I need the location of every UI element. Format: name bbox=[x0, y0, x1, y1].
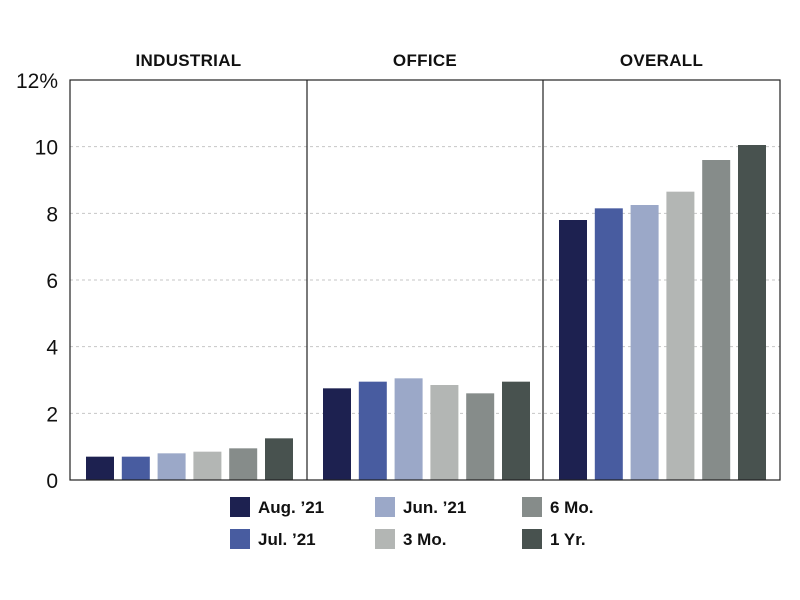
bar-office-6-mo bbox=[466, 393, 495, 480]
legend-swatch bbox=[230, 497, 250, 517]
legend-swatch bbox=[375, 529, 395, 549]
legend-swatch bbox=[522, 529, 542, 549]
panel-title-overall: OVERALL bbox=[620, 51, 703, 70]
bar-overall-aug-21 bbox=[559, 220, 587, 480]
bar-industrial-aug-21 bbox=[86, 456, 114, 480]
plot-frame bbox=[69, 79, 781, 481]
bar-overall-6-mo bbox=[702, 160, 731, 480]
legend-label: 1 Yr. bbox=[550, 530, 586, 549]
bar-industrial-6-mo bbox=[229, 448, 258, 480]
legend-label: Jul. ’21 bbox=[258, 530, 316, 549]
bar-overall-3-mo bbox=[666, 191, 695, 480]
bars bbox=[86, 145, 766, 481]
legend-item-6-mo: 6 Mo. bbox=[522, 497, 593, 517]
bar-industrial-3-mo bbox=[193, 451, 222, 480]
bar-industrial-jun-21 bbox=[157, 453, 186, 480]
legend-swatch bbox=[522, 497, 542, 517]
y-tick-label-4: 4 bbox=[46, 337, 58, 360]
bar-industrial-1-yr bbox=[265, 438, 293, 480]
legend-item-aug-21: Aug. ’21 bbox=[230, 497, 324, 517]
bar-overall-jun-21 bbox=[630, 205, 659, 480]
bar-office-aug-21 bbox=[323, 388, 351, 480]
legend-label: Jun. ’21 bbox=[403, 498, 466, 517]
legend-item-jul-21: Jul. ’21 bbox=[230, 529, 316, 549]
panel-title-office: OFFICE bbox=[393, 51, 457, 70]
y-tick-label-0: 0 bbox=[46, 470, 58, 493]
y-tick-label-2: 2 bbox=[46, 403, 58, 426]
plot-border bbox=[69, 79, 781, 481]
y-tick-label-10: 10 bbox=[35, 137, 58, 160]
panel-titles: INDUSTRIAL OFFICE OVERALL bbox=[136, 51, 703, 70]
y-tick-label-8: 8 bbox=[46, 203, 58, 226]
bar-industrial-jul-21 bbox=[121, 456, 150, 480]
y-axis-ticks: 0 2 4 6 8 10 12% bbox=[16, 70, 58, 493]
legend: Aug. ’21 Jul. ’21 Jun. ’21 3 Mo. 6 Mo. 1 Yr. bbox=[230, 497, 593, 549]
bar-office-3-mo bbox=[430, 385, 459, 480]
bar-overall-jul-21 bbox=[594, 208, 623, 481]
bar-office-jun-21 bbox=[394, 378, 423, 480]
legend-label: 6 Mo. bbox=[550, 498, 593, 517]
bar-overall-1-yr bbox=[738, 145, 766, 480]
legend-swatch bbox=[230, 529, 250, 549]
legend-swatch bbox=[375, 497, 395, 517]
panel-title-industrial: INDUSTRIAL bbox=[136, 51, 242, 70]
bar-office-1-yr bbox=[502, 381, 530, 480]
legend-item-1-yr: 1 Yr. bbox=[522, 529, 586, 549]
legend-label: 3 Mo. bbox=[403, 530, 446, 549]
legend-item-jun-21: Jun. ’21 bbox=[375, 497, 466, 517]
legend-item-3-mo: 3 Mo. bbox=[375, 529, 446, 549]
legend-label: Aug. ’21 bbox=[258, 498, 324, 517]
y-tick-label-12: 12% bbox=[16, 70, 58, 93]
y-tick-label-6: 6 bbox=[46, 270, 58, 293]
bar-office-jul-21 bbox=[358, 381, 387, 480]
